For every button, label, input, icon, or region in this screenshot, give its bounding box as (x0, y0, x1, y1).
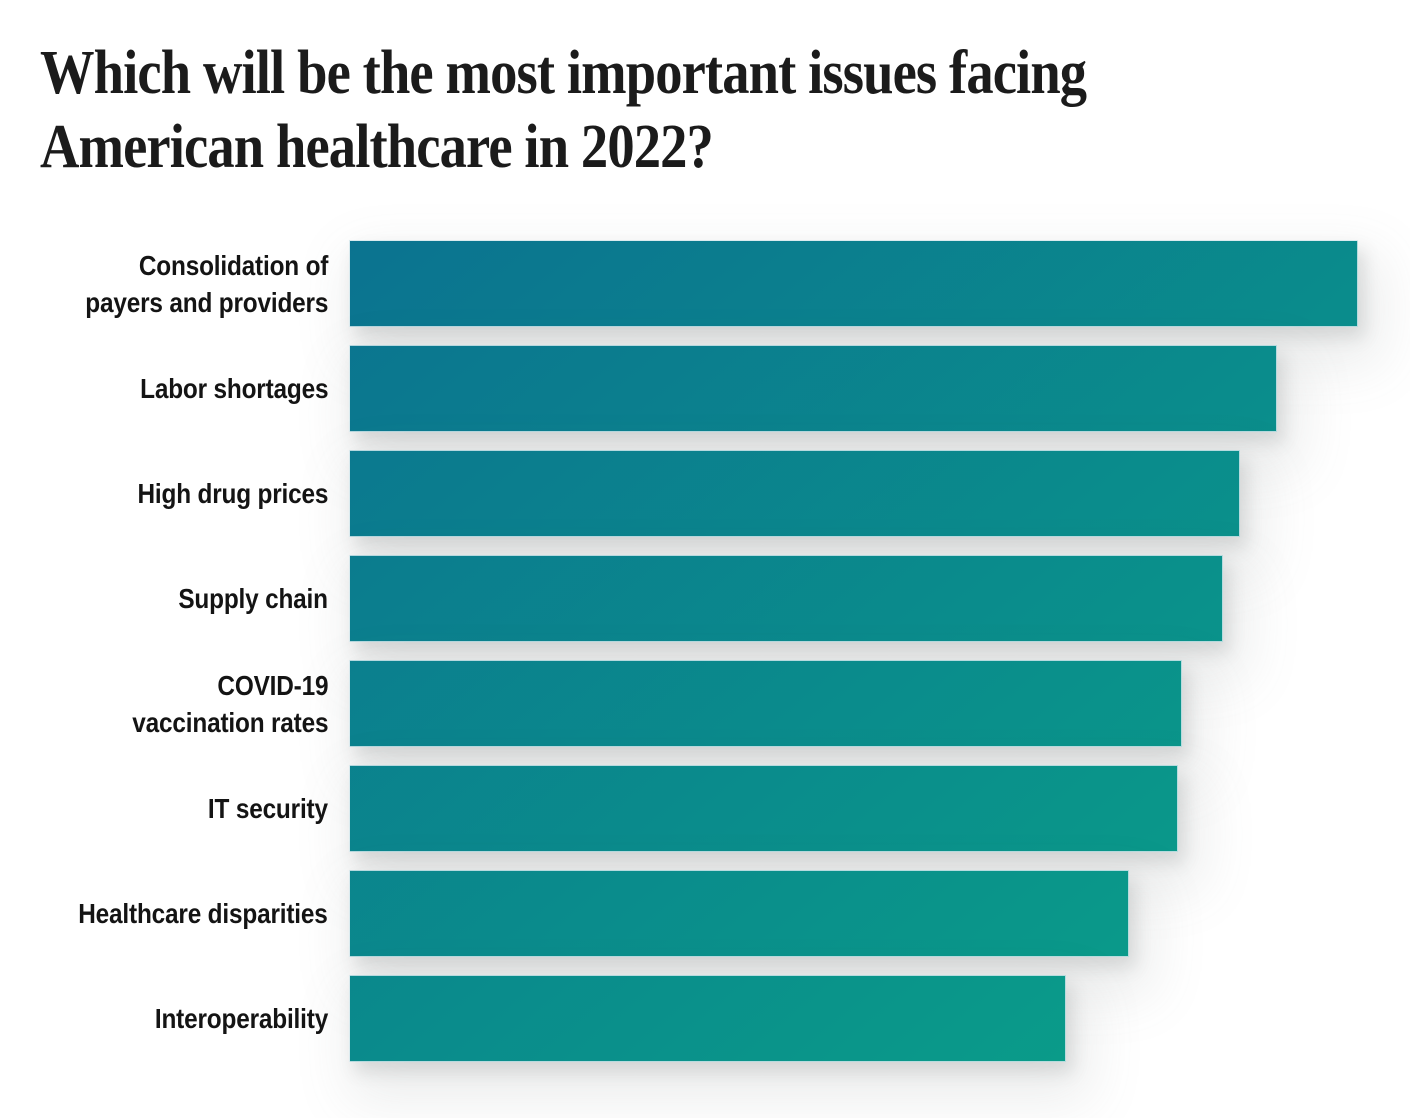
chart-row: COVID-19 vaccination rates (40, 660, 1358, 747)
bar-label: High drug prices (137, 475, 328, 512)
chart-title-line-1: Which will be the most important issues … (40, 39, 1087, 107)
chart-row: Interoperability (40, 975, 1358, 1062)
chart-row: Labor shortages (40, 345, 1358, 432)
bar-label-line: Labor shortages (139, 373, 328, 404)
bar-label-cell: Consolidation of payers and providers (40, 247, 328, 321)
bar (349, 240, 1358, 327)
bar (349, 765, 1178, 852)
bar (349, 450, 1240, 537)
bar-label: Healthcare disparities (78, 895, 329, 932)
bar-label: IT security (208, 790, 328, 827)
bar-label-line: payers and providers (85, 286, 328, 318)
bar (349, 975, 1066, 1062)
bar-label-cell: Healthcare disparities (40, 895, 329, 932)
chart-row: Supply chain (40, 555, 1358, 642)
bar-label-line: IT security (208, 793, 328, 824)
bar (349, 345, 1277, 432)
chart-title-line-2: American healthcare in 2022? (40, 113, 714, 181)
bar-label: Supply chain (178, 580, 328, 617)
bar-label-line: COVID-19 (217, 669, 328, 701)
bar-label-cell: Interoperability (40, 1000, 328, 1037)
bar-label-cell: COVID-19 vaccination rates (40, 667, 328, 741)
bar-label-cell: High drug prices (40, 475, 328, 512)
bar-label-line: Consolidation of (138, 249, 329, 281)
bar-label-line: vaccination rates (131, 706, 328, 738)
bar-chart: Consolidation of payers and providers Labo… (40, 240, 1358, 1062)
bar (349, 555, 1223, 642)
bar (349, 660, 1182, 747)
bar-label-cell: IT security (40, 790, 328, 827)
bar-label: COVID-19 vaccination rates (132, 667, 328, 741)
bar-label-cell: Labor shortages (40, 370, 328, 407)
bar-label: Labor shortages (140, 370, 328, 407)
bar-label-line: Healthcare disparities (78, 898, 329, 929)
bar-label: Consolidation of payers and providers (85, 247, 328, 321)
chart-title: Which will be the most important issues … (40, 36, 1087, 184)
chart-row: IT security (40, 765, 1358, 852)
chart-row: High drug prices (40, 450, 1358, 537)
chart-row: Consolidation of payers and providers (40, 240, 1358, 327)
bar-label-line: Supply chain (178, 583, 328, 614)
bar-label-line: High drug prices (137, 478, 328, 509)
bar-label-line: Interoperability (154, 1003, 328, 1034)
bar-label-cell: Supply chain (40, 580, 328, 617)
bar-label: Interoperability (155, 1000, 328, 1037)
bar (349, 870, 1129, 957)
chart-row: Healthcare disparities (40, 870, 1358, 957)
